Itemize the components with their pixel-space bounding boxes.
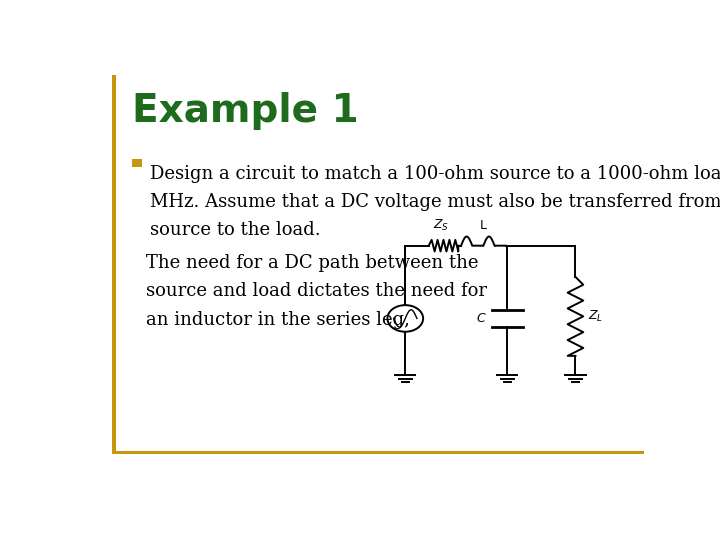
Text: C: C [477,312,485,325]
Text: source to the load.: source to the load. [150,221,321,239]
Text: The need for a DC path between the: The need for a DC path between the [145,254,478,272]
Text: $Z_L$: $Z_L$ [588,309,603,324]
Bar [132,159,142,167]
Text: an inductor in the series leg,: an inductor in the series leg, [145,310,410,328]
Bar [112,451,644,454]
Text: $Z_S$: $Z_S$ [433,218,449,233]
Text: L: L [480,219,487,232]
Bar [112,75,116,454]
Text: Example 1: Example 1 [132,92,359,130]
Text: source and load dictates the need for: source and load dictates the need for [145,282,487,300]
Text: MHz. Assume that a DC voltage must also be transferred from the: MHz. Assume that a DC voltage must also … [150,193,720,211]
Text: Design a circuit to match a 100-ohm source to a 1000-ohm load at 100: Design a circuit to match a 100-ohm sour… [150,165,720,183]
